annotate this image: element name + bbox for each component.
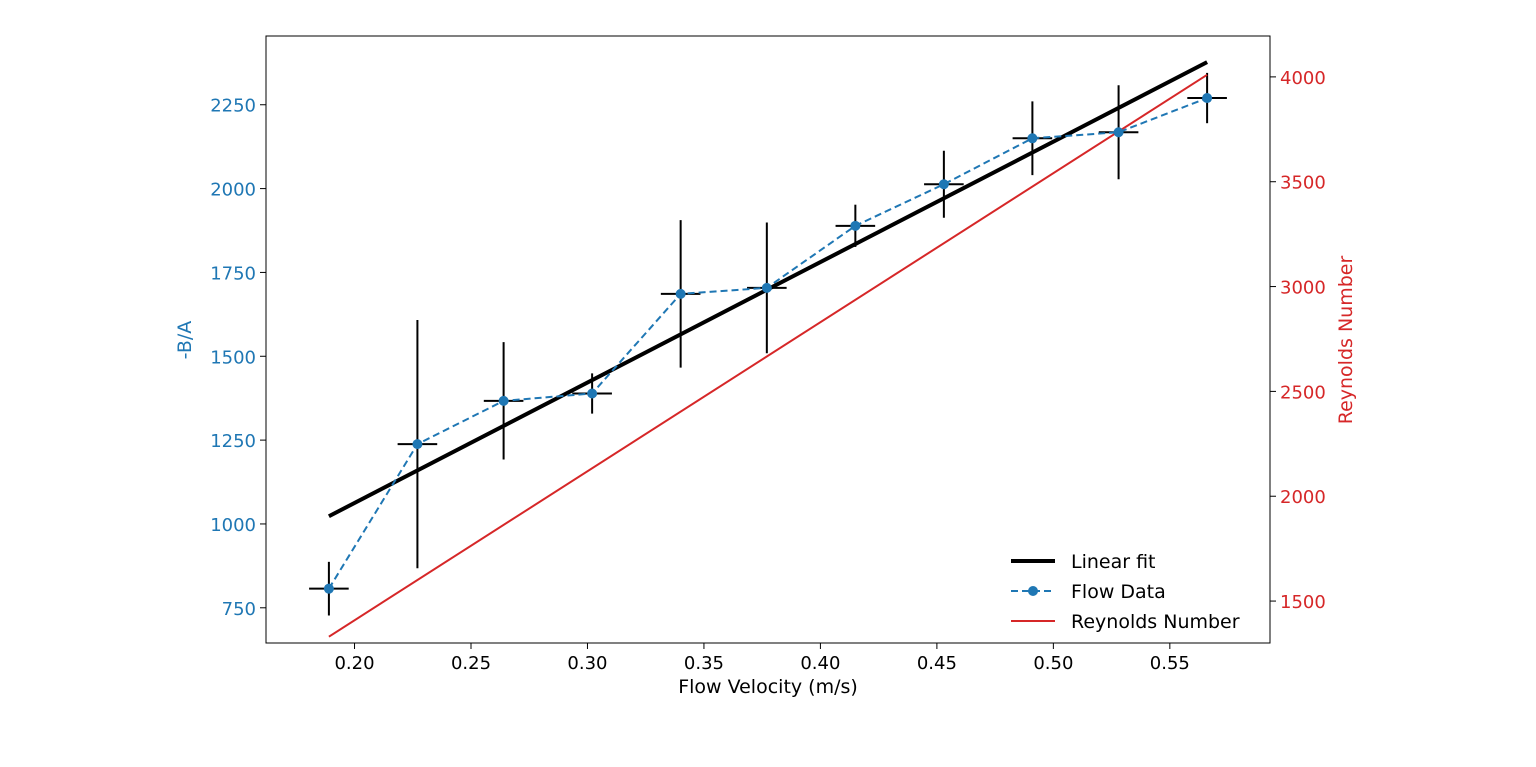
flow-data-point	[498, 395, 509, 406]
y-right-tick-label: 3500	[1280, 173, 1326, 194]
flow-data-point	[850, 220, 861, 231]
x-tick-label: 0.30	[567, 653, 607, 674]
flow-data-point	[587, 388, 598, 399]
data-layer	[309, 60, 1227, 638]
y-left-tick-label: 2250	[210, 96, 256, 117]
y-axis-right-label: Reynolds Number	[1335, 256, 1357, 425]
y-left-tick-label: 750	[222, 599, 256, 620]
y-left-tick-label: 1000	[210, 515, 256, 536]
flow-data-point	[323, 583, 334, 594]
y-right-tick-label: 2500	[1280, 382, 1326, 403]
legend-flow-marker	[1028, 586, 1038, 596]
x-tick-label: 0.50	[1033, 653, 1073, 674]
flow-data-point	[761, 282, 772, 293]
y-axis-left-label: -B/A	[174, 321, 196, 360]
y-right-tick-label: 1500	[1280, 592, 1326, 613]
flow-data-point	[1027, 133, 1038, 144]
x-tick-label: 0.35	[684, 653, 724, 674]
flow-data-point	[675, 288, 686, 299]
x-tick-label: 0.55	[1150, 653, 1190, 674]
x-tick-label: 0.45	[917, 653, 957, 674]
y-left-tick-label: 1500	[210, 347, 256, 368]
legend-flow-label: Flow Data	[1071, 581, 1166, 603]
x-axis-label: Flow Velocity (m/s)	[678, 676, 858, 698]
y-left-tick-label: 1250	[210, 431, 256, 452]
y-left-tick-label: 2000	[210, 180, 256, 201]
flow-data-point	[412, 439, 423, 450]
legend-reynolds-label: Reynolds Number	[1071, 611, 1240, 633]
plot-frame	[265, 35, 1271, 644]
axis-layer: 0.20 0.25 0.30 0.35 0.40 0.45 0.50 0.55 750 1000 1…	[210, 68, 1326, 674]
flow-data-point	[938, 179, 949, 190]
x-tick-label: 0.40	[800, 653, 840, 674]
legend-fit-label: Linear fit	[1071, 551, 1156, 573]
y-right-tick-label: 2000	[1280, 487, 1326, 508]
y-right-tick-label: 3000	[1280, 278, 1326, 299]
flow-data-point	[1202, 93, 1213, 104]
legend: Linear fit Flow Data Reynolds Number	[1011, 551, 1240, 633]
x-tick-label: 0.25	[451, 653, 491, 674]
y-left-tick-label: 1750	[210, 263, 256, 284]
reynolds-line	[328, 73, 1208, 638]
flow-data-line	[328, 97, 1208, 590]
y-right-tick-label: 4000	[1280, 68, 1326, 89]
flow-data-point	[1113, 127, 1124, 138]
x-tick-label: 0.20	[334, 653, 374, 674]
